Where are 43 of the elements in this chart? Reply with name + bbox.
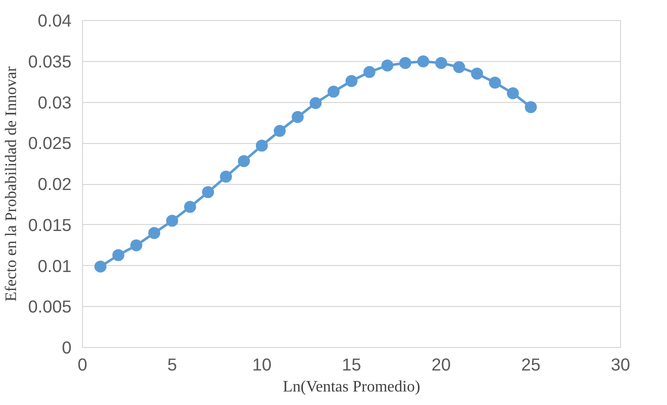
point: [130, 239, 142, 252]
point: [256, 140, 268, 152]
point: [363, 66, 376, 78]
point: [453, 61, 466, 74]
point: [94, 260, 106, 273]
y-tick-label: 0: [62, 338, 72, 358]
point: [471, 68, 484, 80]
point: [274, 124, 286, 137]
x-tick-label: 25: [521, 354, 540, 374]
point: [148, 227, 160, 240]
point: [399, 57, 412, 69]
point: [524, 101, 537, 114]
x-tick-label: 0: [78, 354, 88, 374]
x-tick-label: 15: [342, 354, 362, 374]
point: [346, 75, 358, 87]
point: [310, 97, 322, 110]
point: [202, 186, 214, 198]
y-axis-title: Efecto en la Probabilidad de Innovar: [3, 66, 20, 302]
y-tick-label: 0.04: [38, 10, 72, 30]
x-tick-label: 30: [610, 354, 630, 374]
y-tick-label: 0.03: [38, 92, 72, 112]
point: [166, 214, 178, 227]
y-tick-label: 0.025: [28, 133, 72, 154]
y-tick-label: 0.015: [28, 214, 72, 235]
point: [488, 76, 501, 89]
x-tick-label: 20: [432, 354, 451, 374]
y-tick-label: 0.005: [28, 296, 72, 317]
y-tick-label: 0.035: [28, 51, 72, 72]
point: [417, 55, 430, 68]
point: [238, 155, 250, 168]
point: [381, 59, 394, 72]
point: [184, 200, 196, 213]
point: [435, 57, 448, 69]
point: [328, 86, 340, 98]
point: [506, 87, 519, 100]
y-tick-label: 0.01: [38, 256, 72, 276]
point: [112, 249, 124, 262]
point: [220, 170, 232, 183]
x-tick-label: 10: [252, 354, 272, 374]
point: [292, 110, 304, 123]
y-tick-label: 0.02: [38, 174, 72, 194]
x-axis-title: Ln(Ventas Promedio): [282, 378, 420, 396]
x-tick-label: 5: [167, 354, 177, 374]
